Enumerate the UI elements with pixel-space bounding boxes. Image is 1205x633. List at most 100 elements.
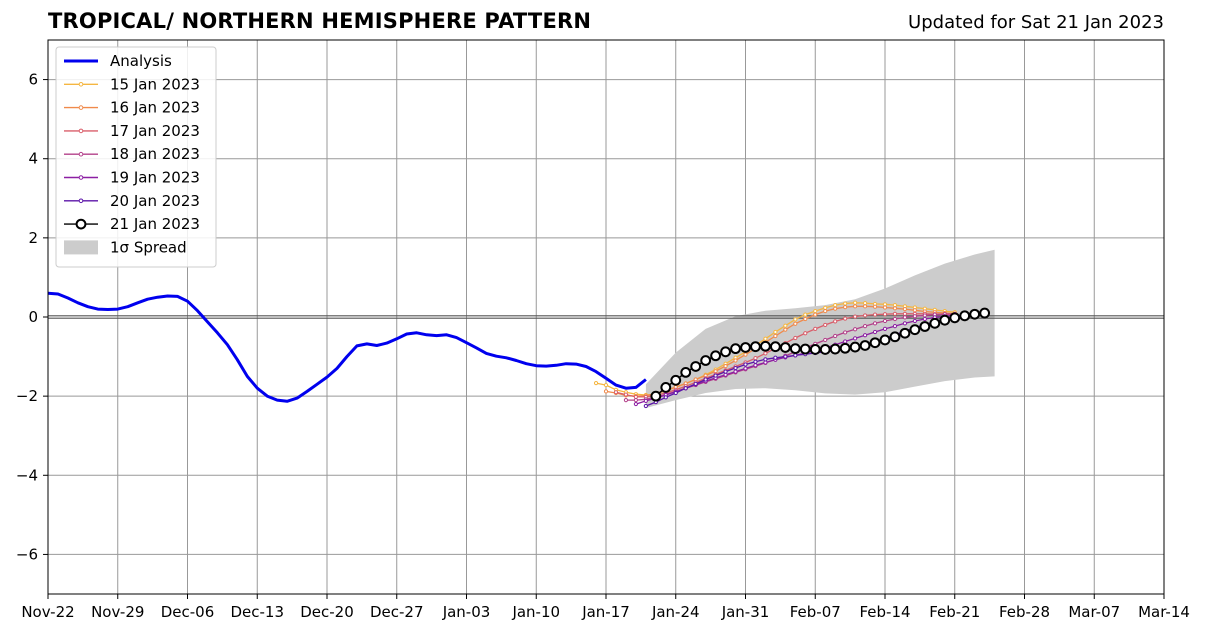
series-point — [833, 306, 838, 311]
chart-title: TROPICAL/ NORTHERN HEMISPHERE PATTERN — [48, 9, 592, 33]
legend-label: Analysis — [110, 52, 172, 70]
series-point — [892, 311, 898, 316]
x-tick-label: Jan-10 — [511, 603, 560, 621]
legend-swatch-marker — [78, 82, 84, 87]
series-point — [763, 357, 768, 362]
series-point — [703, 377, 708, 382]
series-point — [902, 306, 908, 312]
series-point — [872, 329, 878, 335]
series-point — [882, 326, 888, 331]
x-tick-label: Feb-21 — [929, 603, 980, 621]
series-point — [922, 313, 927, 318]
series-point — [899, 327, 911, 339]
legend-swatch-marker — [78, 175, 84, 180]
series-point — [733, 365, 738, 371]
series-point — [693, 381, 698, 386]
series-point — [783, 323, 788, 328]
series-point — [723, 369, 728, 374]
series-point — [803, 312, 808, 317]
series-point — [843, 339, 848, 344]
legend-box — [55, 46, 217, 268]
series-point — [700, 355, 712, 366]
legend-label: 15 Jan 2023 — [110, 75, 200, 93]
series-point — [753, 356, 758, 361]
series-point — [872, 312, 878, 317]
series-point — [743, 362, 748, 367]
series-point — [753, 359, 758, 364]
x-tick-label: Dec-27 — [370, 603, 424, 621]
series-point — [690, 361, 702, 372]
x-tick-label: Dec-20 — [300, 603, 354, 621]
series-point — [623, 398, 629, 403]
x-tick-label: Dec-13 — [230, 603, 284, 621]
series-point — [859, 340, 871, 351]
series-point — [773, 355, 778, 360]
series-point — [872, 321, 878, 326]
series-point — [643, 403, 648, 409]
series-point — [823, 322, 828, 328]
analysis-layer — [47, 291, 647, 403]
series-point — [902, 321, 908, 326]
series-point — [623, 392, 629, 397]
series-point — [710, 350, 722, 362]
series-point — [683, 386, 688, 391]
series-point — [643, 398, 648, 403]
series-point — [813, 326, 818, 331]
series-point — [603, 382, 609, 388]
chart-subtitle: Updated for Sat 21 Jan 2023 — [908, 12, 1164, 33]
series-point — [760, 340, 771, 352]
series-point — [763, 336, 768, 341]
y-tick-label: 2 — [28, 229, 38, 247]
series-point — [720, 346, 731, 358]
forecast-series-layer — [593, 300, 991, 409]
series-point — [650, 390, 662, 402]
forecast-series-6 — [650, 307, 991, 402]
series-point — [743, 366, 748, 371]
analysis-line — [47, 291, 647, 403]
legend-swatch-marker — [78, 198, 84, 204]
series-point — [929, 317, 941, 329]
series-point — [803, 331, 808, 336]
series-point — [839, 342, 851, 354]
x-tick-label: Mar-07 — [1068, 603, 1120, 621]
series-point — [793, 353, 798, 358]
series-point — [862, 333, 868, 338]
series-point — [789, 343, 801, 355]
legend-swatch-marker — [78, 105, 84, 110]
y-tick-label: 0 — [28, 308, 38, 326]
series-point — [843, 316, 848, 321]
series-point — [882, 312, 888, 317]
series-point — [843, 330, 848, 335]
series-point — [912, 318, 917, 324]
series-point — [733, 358, 738, 363]
series-point — [803, 316, 808, 322]
series-point — [909, 324, 921, 336]
series-point — [783, 327, 788, 332]
series-point — [853, 300, 858, 305]
series-point — [833, 303, 838, 308]
series-point — [660, 382, 672, 393]
series-point — [773, 333, 778, 339]
series-point — [779, 342, 791, 353]
series-point — [843, 301, 848, 306]
x-tick-label: Jan-24 — [651, 603, 700, 621]
legend-label: 21 Jan 2023 — [110, 215, 200, 233]
series-point — [833, 319, 838, 324]
legend-swatch-marker — [75, 218, 87, 230]
series-point — [849, 341, 861, 353]
series-point — [593, 380, 599, 386]
series-point — [902, 311, 908, 316]
series-point — [922, 316, 927, 322]
series-point — [750, 341, 761, 353]
series-point — [633, 398, 638, 403]
y-tick-label: 6 — [28, 71, 38, 89]
series-point — [730, 343, 741, 355]
y-tick-label: 4 — [28, 150, 38, 168]
series-point — [882, 318, 888, 324]
series-point — [819, 344, 831, 355]
legend-swatch-marker — [78, 128, 84, 134]
series-point — [603, 389, 609, 394]
series-point — [912, 314, 917, 319]
series-point — [979, 307, 991, 319]
y-tick-label: −2 — [16, 387, 38, 405]
